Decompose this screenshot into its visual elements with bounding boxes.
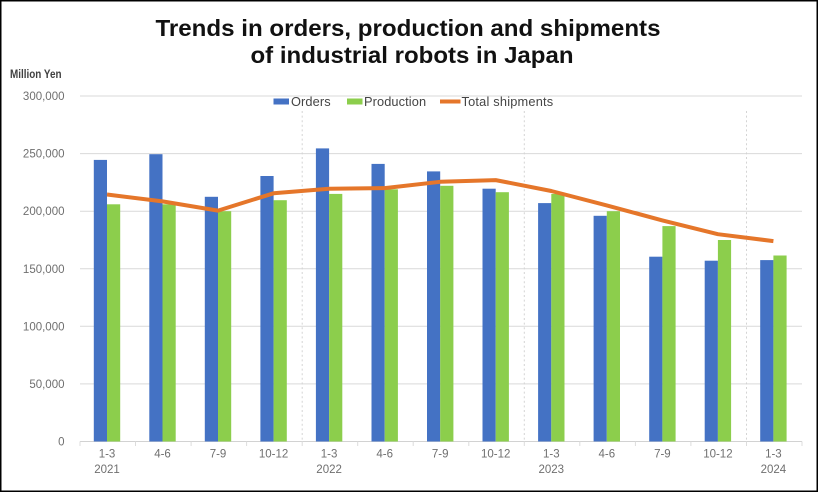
- svg-text:200,000: 200,000: [23, 206, 65, 218]
- svg-text:4-6: 4-6: [598, 449, 615, 461]
- svg-text:150,000: 150,000: [23, 264, 65, 276]
- svg-text:0: 0: [58, 437, 64, 449]
- svg-text:Million Yen: Million Yen: [10, 69, 62, 81]
- svg-text:10-12: 10-12: [259, 449, 288, 461]
- svg-text:4-6: 4-6: [376, 449, 393, 461]
- svg-text:Orders: Orders: [291, 94, 331, 109]
- svg-text:7-9: 7-9: [654, 449, 671, 461]
- svg-text:1-3: 1-3: [765, 449, 782, 461]
- svg-text:1-3: 1-3: [543, 449, 560, 461]
- svg-text:2021: 2021: [94, 464, 120, 476]
- svg-text:1-3: 1-3: [99, 449, 116, 461]
- svg-text:7-9: 7-9: [210, 449, 227, 461]
- svg-text:50,000: 50,000: [29, 379, 64, 391]
- svg-text:2024: 2024: [761, 464, 787, 476]
- svg-text:Trends in orders, production a: Trends in orders, production and shipmen…: [156, 15, 661, 41]
- svg-text:100,000: 100,000: [23, 321, 65, 333]
- svg-text:10-12: 10-12: [481, 449, 510, 461]
- svg-text:1-3: 1-3: [321, 449, 338, 461]
- svg-text:Production: Production: [364, 94, 426, 109]
- svg-text:4-6: 4-6: [154, 449, 171, 461]
- svg-text:300,000: 300,000: [23, 91, 65, 103]
- svg-text:Total shipments: Total shipments: [462, 94, 554, 109]
- svg-text:2022: 2022: [316, 464, 342, 476]
- svg-text:10-12: 10-12: [703, 449, 732, 461]
- svg-text:2023: 2023: [539, 464, 565, 476]
- svg-text:of industrial robots in Japan: of industrial robots in Japan: [251, 42, 574, 68]
- svg-text:7-9: 7-9: [432, 449, 449, 461]
- svg-text:250,000: 250,000: [23, 149, 65, 161]
